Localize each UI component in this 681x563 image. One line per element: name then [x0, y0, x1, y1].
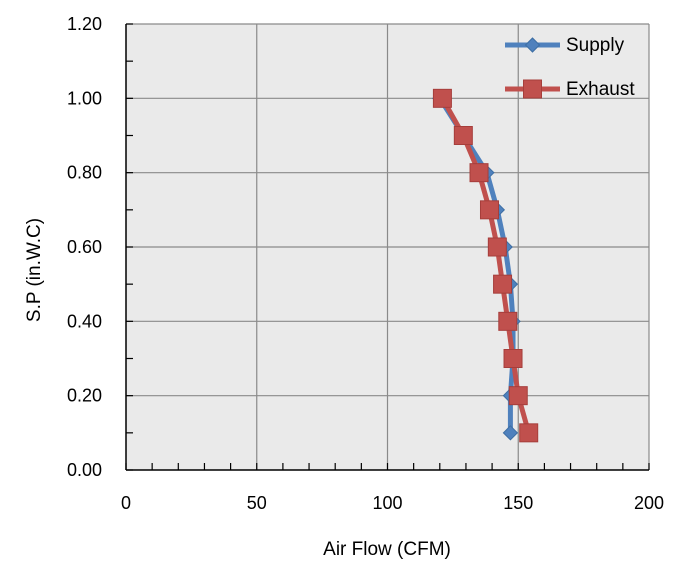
x-tick-label: 100: [372, 493, 402, 513]
data-point: [432, 88, 452, 108]
series-layer: [432, 88, 539, 443]
series-line: [437, 96, 516, 433]
data-point: [469, 163, 489, 183]
y-tick-label: 0.80: [67, 163, 102, 183]
y-tick-label: 0.20: [67, 386, 102, 406]
y-axis-label: S.P (in.W.C): [24, 218, 45, 322]
legend-label: Supply: [566, 35, 625, 56]
data-point: [453, 126, 473, 145]
data-point: [487, 237, 507, 257]
data-point: [503, 349, 523, 368]
y-tick-label: 0.00: [67, 460, 102, 480]
legend-label: Exhaust: [566, 79, 635, 100]
y-tick-label: 0.40: [67, 311, 102, 331]
series-line: [440, 97, 532, 434]
y-tick-label: 0.60: [67, 237, 102, 257]
data-point: [519, 423, 539, 443]
legend-marker: [523, 79, 542, 99]
x-tick-label: 50: [247, 493, 267, 513]
legend-marker: [524, 37, 541, 53]
grid: [126, 23, 650, 470]
series-exhaust: [432, 88, 539, 443]
x-tick-label: 0: [121, 493, 131, 513]
data-point: [508, 386, 528, 406]
y-tick-label: 1.20: [67, 14, 102, 34]
data-point: [502, 425, 519, 441]
y-ticks: 0.00 0.20 0.40 0.60 0.80 1.00 1.20: [67, 14, 102, 480]
x-tick-label: 150: [503, 493, 533, 513]
y-tick-label: 1.00: [67, 88, 102, 108]
x-tick-label: 200: [634, 493, 664, 513]
data-point: [498, 311, 518, 331]
legend: Supply Exhaust: [505, 35, 635, 100]
x-axis-label: Air Flow (CFM): [323, 539, 451, 560]
data-point: [493, 274, 513, 294]
x-ticks: 0 50 100 150 200: [121, 493, 664, 513]
axes: [125, 23, 650, 471]
data-point: [479, 200, 499, 220]
